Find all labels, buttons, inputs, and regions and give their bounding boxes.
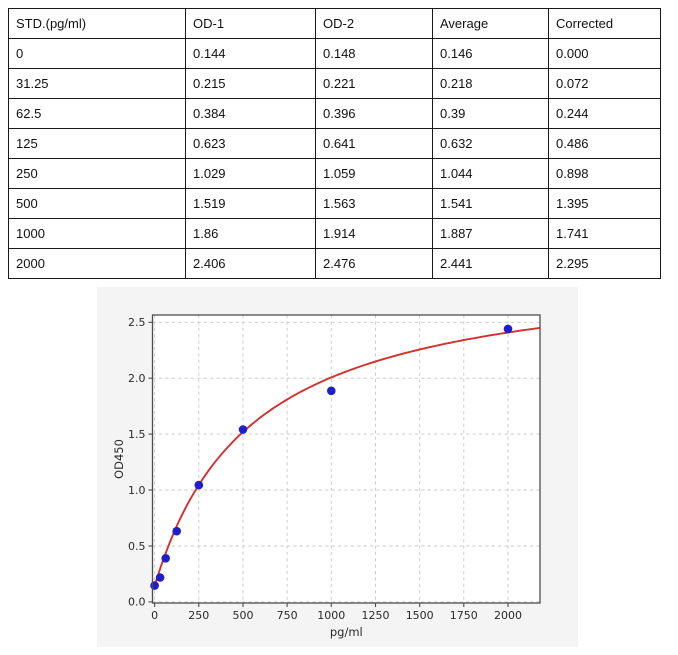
standards-table: STD.(pg/ml) OD-1 OD-2 Average Corrected … [8, 8, 661, 279]
table-cell-od2: 1.914 [315, 218, 433, 249]
x-tick-label: 1250 [362, 609, 390, 622]
table-row: 0 0.144 0.148 0.146 0.000 [8, 38, 661, 69]
data-point [503, 324, 513, 334]
y-tick-label: 0.5 [128, 540, 146, 553]
table-cell-od1: 0.144 [185, 38, 316, 69]
col-header-od1: OD-1 [185, 8, 316, 39]
data-point [155, 573, 165, 582]
standard-curve-plot: 0 250 500 750 1000 1250 1500 1750 2000 0.0 0.5 1.0 1… [112, 314, 541, 639]
standard-curve-figure: 0 250 500 750 1000 1250 1500 1750 2000 0.0 0.5 1.0 1… [97, 287, 578, 647]
table-cell-od2: 0.641 [315, 128, 433, 159]
data-point [327, 386, 336, 396]
table-cell-od1: 0.215 [185, 68, 316, 99]
table-cell-od1: 0.623 [185, 128, 316, 159]
table-body: 0 0.144 0.148 0.146 0.000 31.25 0.215 0.… [8, 38, 661, 279]
table-cell-od1: 1.029 [185, 158, 316, 189]
x-tick-label: 750 [277, 609, 298, 622]
table-cell-average: 0.146 [432, 38, 549, 69]
table-cell-corrected: 1.395 [548, 188, 661, 219]
table-cell-average: 1.541 [432, 188, 549, 219]
table-cell-od2: 0.148 [315, 38, 433, 69]
table-cell-std: 0 [8, 38, 186, 69]
table-cell-od2: 1.059 [315, 158, 433, 189]
x-tick-label: 1000 [317, 609, 345, 622]
table-row: 500 1.519 1.563 1.541 1.395 [8, 188, 661, 219]
table-cell-corrected: 0.486 [548, 128, 661, 159]
table-cell-od1: 0.384 [185, 98, 316, 129]
x-tick-label: 500 [233, 609, 254, 622]
table-cell-average: 0.632 [432, 128, 549, 159]
table-row: 1000 1.86 1.914 1.887 1.741 [8, 218, 661, 249]
table-cell-std: 31.25 [8, 68, 186, 99]
data-point [172, 526, 181, 536]
data-point [161, 554, 170, 563]
table-cell-average: 1.887 [432, 218, 549, 249]
plot-frame [151, 314, 541, 604]
table-header-row: STD.(pg/ml) OD-1 OD-2 Average Corrected [8, 8, 661, 39]
table-cell-od1: 1.519 [185, 188, 316, 219]
col-header-average: Average [432, 8, 549, 39]
table-cell-od1: 1.86 [185, 218, 316, 249]
x-axis-label: pg/ml [330, 625, 363, 639]
table-cell-std: 125 [8, 128, 186, 159]
y-axis-label: OD450 [112, 439, 126, 479]
table-cell-corrected: 0.000 [548, 38, 661, 69]
table-row: 2000 2.406 2.476 2.441 2.295 [8, 248, 661, 279]
table-cell-corrected: 2.295 [548, 248, 661, 279]
table-cell-corrected: 0.072 [548, 68, 661, 99]
y-tick-label: 1.5 [128, 428, 146, 441]
table-cell-std: 250 [8, 158, 186, 189]
fit-curve-line [153, 326, 541, 587]
table-row: 125 0.623 0.641 0.632 0.486 [8, 128, 661, 159]
x-tick-label: 1500 [406, 609, 434, 622]
table-cell-std: 500 [8, 188, 186, 219]
y-tick-label: 2.0 [128, 372, 146, 385]
table-row: 62.5 0.384 0.396 0.39 0.244 [8, 98, 661, 129]
x-tick-label: 0 [151, 609, 158, 622]
table-cell-od2: 0.221 [315, 68, 433, 99]
table-cell-average: 0.218 [432, 68, 549, 99]
y-tick-label: 1.0 [128, 484, 146, 497]
col-header-std: STD.(pg/ml) [8, 8, 186, 39]
data-point [238, 425, 248, 434]
table-cell-od2: 0.396 [315, 98, 433, 129]
table-cell-od2: 2.476 [315, 248, 433, 279]
table-cell-od1: 2.406 [185, 248, 316, 279]
col-header-od2: OD-2 [315, 8, 433, 39]
table-cell-corrected: 1.741 [548, 218, 661, 249]
x-tick-label: 250 [188, 609, 209, 622]
y-tick-label: 0.0 [128, 596, 146, 609]
y-tick-label: 2.5 [128, 316, 146, 329]
table-cell-average: 2.441 [432, 248, 549, 279]
table-cell-od2: 1.563 [315, 188, 433, 219]
table-cell-std: 62.5 [8, 98, 186, 129]
data-point [194, 480, 204, 490]
table-cell-corrected: 0.244 [548, 98, 661, 129]
table-cell-average: 0.39 [432, 98, 549, 129]
x-tick-label: 2000 [494, 609, 522, 622]
table-cell-corrected: 0.898 [548, 158, 661, 189]
data-point [150, 581, 159, 590]
plot-area [152, 315, 540, 603]
table-row: 250 1.029 1.059 1.044 0.898 [8, 158, 661, 189]
table-cell-std: 1000 [8, 218, 186, 249]
table-cell-average: 1.044 [432, 158, 549, 189]
table-cell-std: 2000 [8, 248, 186, 279]
table-row: 31.25 0.215 0.221 0.218 0.072 [8, 68, 661, 99]
x-tick-label: 1750 [450, 609, 478, 622]
col-header-corrected: Corrected [548, 8, 661, 39]
